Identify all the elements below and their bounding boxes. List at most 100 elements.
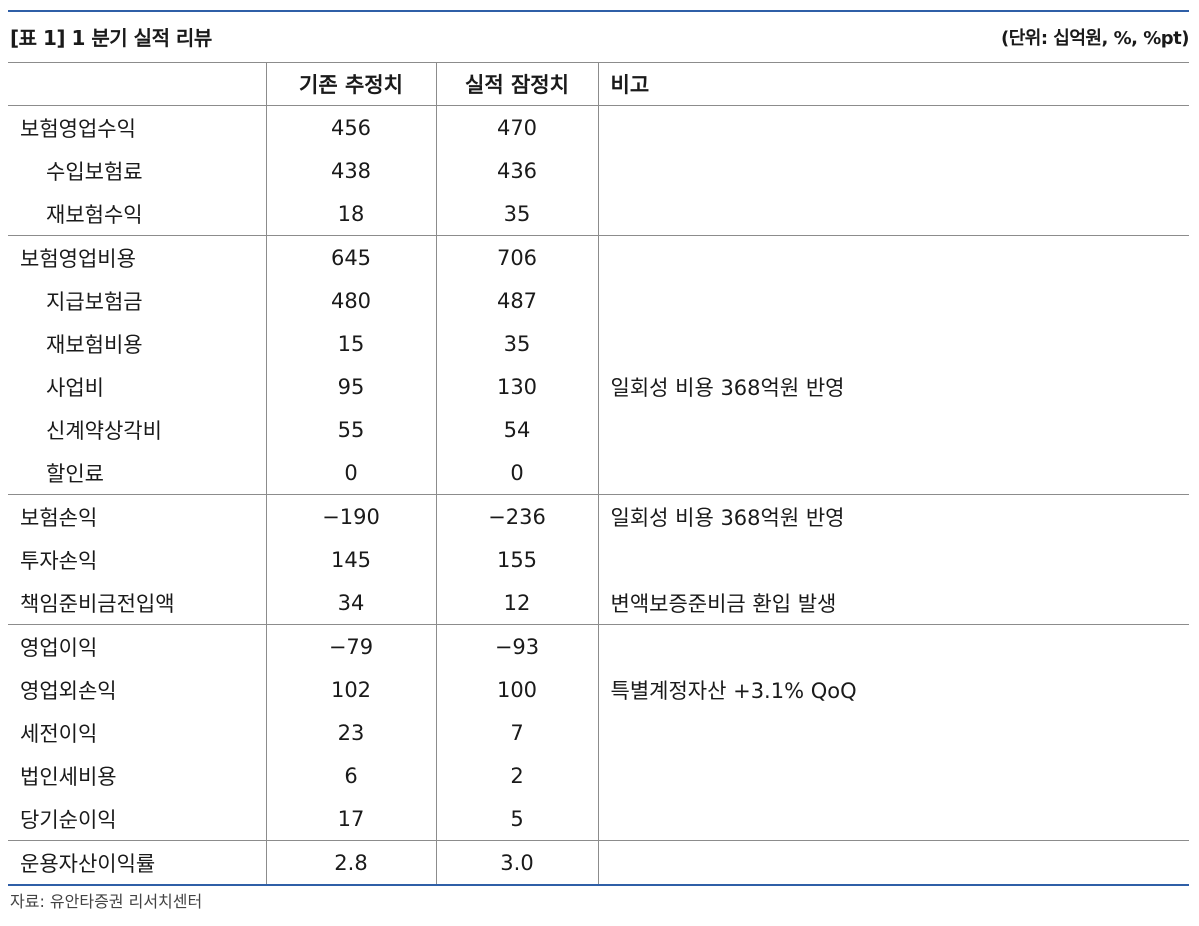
table-row: 재보험비용 15 35 <box>8 322 1189 365</box>
actual-value: 0 <box>435 451 598 495</box>
note-text <box>597 538 1189 581</box>
estimate-value: −190 <box>265 494 436 538</box>
table-row: 당기순이익 17 5 <box>8 797 1189 841</box>
results-table-container: 기존 추정치 실적 잠정치 비고 보험영업수익 456 470 수입보험료 438 436… <box>8 62 1189 886</box>
note-text <box>597 408 1189 451</box>
header-item <box>8 62 266 106</box>
note-text <box>597 711 1189 754</box>
estimate-value: 17 <box>265 797 436 841</box>
row-label: 당기순이익 <box>20 807 117 832</box>
estimate-value: 55 <box>265 408 436 451</box>
row-label: 보험영업수익 <box>20 116 136 141</box>
table-row: 신계약상각비 55 54 <box>8 408 1189 451</box>
actual-value: 35 <box>435 192 598 236</box>
actual-value: 155 <box>435 538 598 581</box>
note-text <box>597 235 1189 279</box>
note-text <box>597 840 1189 886</box>
unit-note: (단위: 십억원, %, %pt) <box>1001 28 1190 49</box>
table-row: 법인세비용 6 2 <box>8 754 1189 797</box>
row-label: 투자손익 <box>20 548 98 573</box>
estimate-value: 438 <box>265 149 436 192</box>
actual-value: 436 <box>435 149 598 192</box>
table-row: 재보험수익 18 35 <box>8 192 1189 236</box>
estimate-value: 0 <box>265 451 436 495</box>
note-text <box>597 451 1189 495</box>
row-label: 재보험수익 <box>46 202 143 227</box>
actual-value: 470 <box>435 105 598 149</box>
row-label: 영업이익 <box>8 624 266 668</box>
table-row: 영업이익 −79 −93 <box>8 624 1189 668</box>
estimate-value: 18 <box>265 192 436 236</box>
note-text <box>597 754 1189 797</box>
actual-value: −93 <box>435 624 598 668</box>
estimate-value: 15 <box>265 322 436 365</box>
estimate-value: 6 <box>265 754 436 797</box>
table-row: 책임준비금전입액 34 12 변액보증준비금 환입 발생 <box>8 581 1189 625</box>
estimate-value: 34 <box>265 581 436 625</box>
row-label: 책임준비금전입액 <box>20 591 175 616</box>
note-text: 특별계정자산 +3.1% QoQ <box>597 668 1189 711</box>
row-label: 지급보험금 <box>46 289 143 314</box>
actual-value: 3.0 <box>435 840 598 886</box>
header-note: 비고 <box>597 62 1189 106</box>
note-text <box>597 624 1189 668</box>
table-row: 사업비 95 130 일회성 비용 368억원 반영 <box>8 365 1189 408</box>
header-actual: 실적 잠정치 <box>435 62 598 106</box>
estimate-value: 102 <box>265 668 436 711</box>
table-row: 운용자산이익률 2.8 3.0 <box>8 840 1189 886</box>
row-label: 할인료 <box>46 461 104 486</box>
actual-value: −236 <box>435 494 598 538</box>
note-text <box>597 797 1189 841</box>
row-label: 보험손익 <box>8 494 266 538</box>
estimate-value: 645 <box>265 235 436 279</box>
table-row: 보험손익 −190 −236 일회성 비용 368억원 반영 <box>8 494 1189 538</box>
row-label: 세전이익 <box>20 721 98 746</box>
actual-value: 100 <box>435 668 598 711</box>
results-table: 기존 추정치 실적 잠정치 비고 보험영업수익 456 470 수입보험료 438 436… <box>8 62 1189 886</box>
table-row: 보험영업비용 645 706 <box>8 235 1189 279</box>
table-row: 수입보험료 438 436 <box>8 149 1189 192</box>
table-row: 보험영업수익 456 470 <box>8 105 1189 149</box>
actual-value: 706 <box>435 235 598 279</box>
note-text <box>597 279 1189 322</box>
row-label: 영업외손익 <box>20 678 117 703</box>
actual-value: 5 <box>435 797 598 841</box>
actual-value: 130 <box>435 365 598 408</box>
row-label: 수입보험료 <box>46 159 143 184</box>
table-row: 할인료 0 0 <box>8 451 1189 495</box>
row-label: 신계약상각비 <box>46 418 162 443</box>
table-row: 세전이익 23 7 <box>8 711 1189 754</box>
estimate-value: 145 <box>265 538 436 581</box>
estimate-value: 23 <box>265 711 436 754</box>
row-label: 사업비 <box>46 375 104 400</box>
estimate-value: −79 <box>265 624 436 668</box>
row-label: 보험영업비용 <box>8 235 266 279</box>
row-label: 법인세비용 <box>20 764 117 789</box>
actual-value: 35 <box>435 322 598 365</box>
note-text <box>597 192 1189 236</box>
row-label: 운용자산이익률 <box>8 840 266 886</box>
table-row: 영업외손익 102 100 특별계정자산 +3.1% QoQ <box>8 668 1189 711</box>
estimate-value: 2.8 <box>265 840 436 886</box>
note-text: 일회성 비용 368억원 반영 <box>597 494 1189 538</box>
note-text: 변액보증준비금 환입 발생 <box>597 581 1189 625</box>
note-text <box>597 105 1189 149</box>
actual-value: 54 <box>435 408 598 451</box>
table-body: 보험영업수익 456 470 수입보험료 438 436 재보험수익 18 35 보험영업비용 64… <box>8 105 1189 886</box>
actual-value: 7 <box>435 711 598 754</box>
table-row: 투자손익 145 155 <box>8 538 1189 581</box>
note-text <box>597 322 1189 365</box>
table-title: [표 1] 1 분기 실적 리뷰 <box>10 26 212 50</box>
estimate-value: 456 <box>265 105 436 149</box>
header-estimate: 기존 추정치 <box>265 62 436 106</box>
actual-value: 12 <box>435 581 598 625</box>
note-text: 일회성 비용 368억원 반영 <box>597 365 1189 408</box>
estimate-value: 480 <box>265 279 436 322</box>
actual-value: 487 <box>435 279 598 322</box>
header-row: 기존 추정치 실적 잠정치 비고 <box>8 62 1189 106</box>
row-label: 재보험비용 <box>46 332 143 357</box>
table-row: 지급보험금 480 487 <box>8 279 1189 322</box>
actual-value: 2 <box>435 754 598 797</box>
estimate-value: 95 <box>265 365 436 408</box>
top-rule <box>8 10 1189 12</box>
